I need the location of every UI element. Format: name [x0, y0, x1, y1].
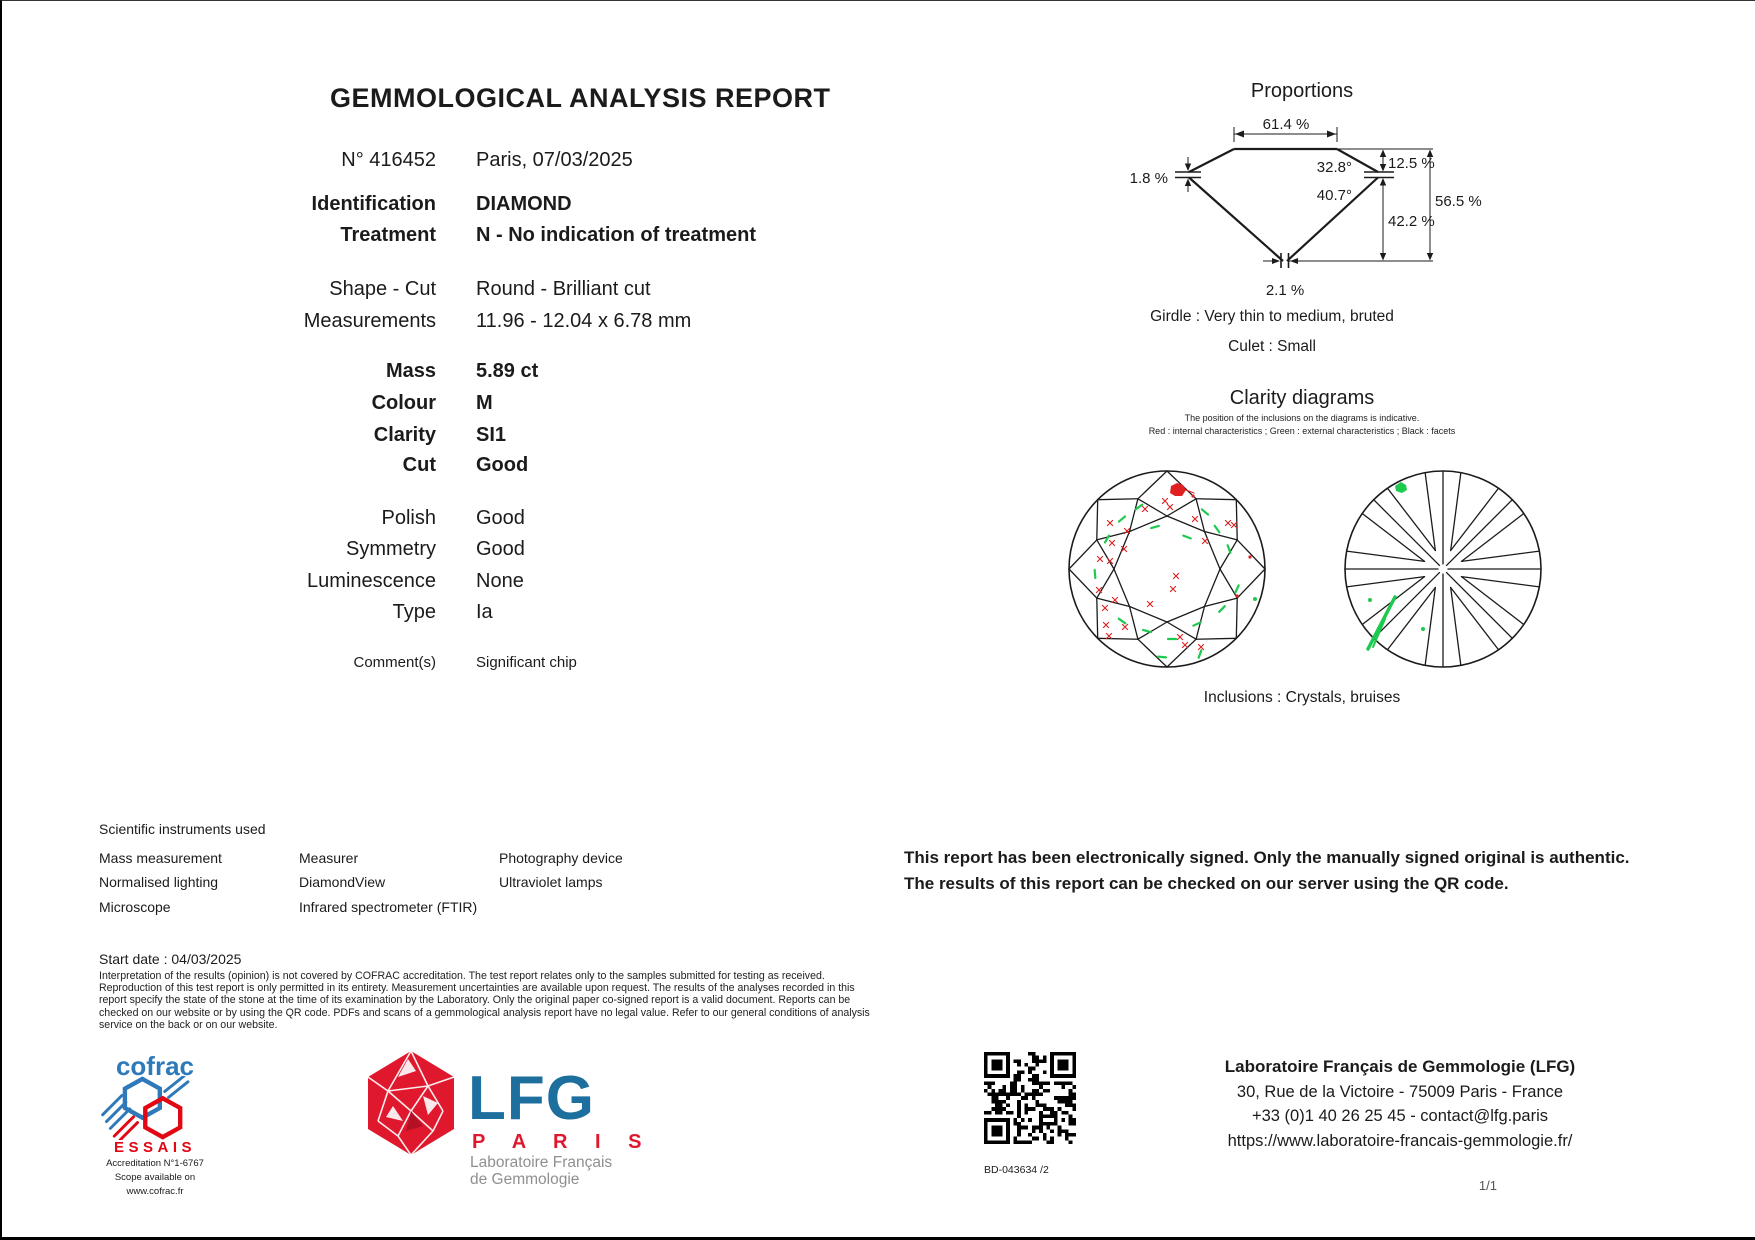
clarity-pavilion-diagram: [1344, 470, 1542, 668]
instrument-item: Mass measurement: [99, 850, 222, 866]
clarity-note-1: The position of the inclusions on the di…: [1184, 413, 1420, 423]
field-label: Polish: [381, 507, 436, 529]
pavilion-depth-label: 42.2 %: [1388, 213, 1435, 230]
dimension-lines: [1187, 127, 1433, 262]
pavilion-angle-label: 40.7°: [1316, 187, 1352, 204]
instrument-item: DiamondView: [299, 874, 386, 891]
inclusions-note: Inclusions : Crystals, bruises: [1203, 689, 1401, 706]
field-value: Good: [476, 507, 525, 529]
field-label: Identification: [311, 193, 436, 215]
cofrac-essais-label: ESSAIS: [113, 1139, 197, 1156]
instruments-heading: Scientific instruments used: [99, 821, 266, 837]
lfg-paris-label: P A R I S: [472, 1131, 653, 1153]
instruments-column-1: Mass measurement Normalised lighting Mic…: [99, 846, 222, 919]
field-value: DIAMOND: [476, 193, 572, 215]
lfg-subtitle-1: Laboratoire Français: [470, 1154, 613, 1171]
field-label: Clarity: [373, 424, 436, 446]
instrument-item: Photography device: [499, 850, 623, 866]
page-title: GEMMOLOGICAL ANALYSIS REPORT: [330, 83, 831, 113]
total-depth-label: 56.5 %: [1435, 193, 1482, 210]
lab-name: Laboratoire Français de Gemmologie (LFG): [1224, 1057, 1576, 1076]
instrument-item: Microscope: [99, 898, 171, 915]
proportions-diagram: [1175, 127, 1434, 268]
lab-website: https://www.laboratoire-francais-gemmolo…: [1227, 1131, 1573, 1150]
field-value: N - No indication of treatment: [476, 224, 756, 246]
cofrac-wordmark: cofrac: [115, 1051, 195, 1081]
instrument-item: Measurer: [299, 850, 359, 866]
field-value: Significant chip: [476, 654, 577, 671]
field-value: 5.89 ct: [476, 360, 539, 382]
crown-angle-label: 32.8°: [1316, 159, 1352, 176]
clarity-crown-diagram: [1068, 470, 1266, 668]
proportions-title: Proportions: [1250, 80, 1354, 102]
field-value: Ia: [476, 601, 493, 623]
instruments-column-2: Measurer DiamondView Infrared spectromet…: [299, 846, 477, 919]
lfg-hexagon-icon: [368, 1051, 454, 1155]
field-value: Good: [476, 454, 529, 476]
dimension-arrowheads: [1184, 130, 1434, 264]
lab-phone: +33 (0)1 40 26 25 45 - contact@lfg.paris: [1251, 1107, 1549, 1125]
field-label: Treatment: [340, 224, 436, 246]
clarity-title: Clarity diagrams: [1229, 387, 1375, 409]
diamond-profile-outline: [1175, 147, 1394, 268]
report-number: N° 416452: [341, 149, 436, 171]
field-value: SI1: [476, 424, 507, 446]
start-date: Start date : 04/03/2025: [99, 951, 242, 967]
field-label: Type: [392, 601, 436, 623]
cofrac-scope-line: Scope available on: [114, 1172, 196, 1183]
lfg-subtitle-2: de Gemmologie: [470, 1171, 580, 1188]
field-value: Good: [476, 538, 525, 560]
field-label: Colour: [371, 392, 436, 414]
clarity-note-2: Red : internal characteristics ; Green :…: [1148, 426, 1456, 436]
field-value: 11.96 - 12.04 x 6.78 mm: [476, 310, 692, 332]
cofrac-accreditation: Accreditation N°1-6767: [106, 1158, 204, 1169]
instruments-column-3: Photography device Ultraviolet lamps: [499, 846, 623, 895]
girdle-note: Girdle : Very thin to medium, bruted: [1150, 308, 1394, 325]
report-date: Paris, 07/03/2025: [476, 149, 633, 171]
page-number: 1/1: [1478, 1178, 1497, 1193]
culet-percent-label: 2.1 %: [1265, 282, 1305, 299]
field-label: Measurements: [303, 310, 436, 332]
girdle-percent-label: 1.8 %: [1129, 170, 1168, 187]
qr-label: BD-043634 /2: [984, 1164, 1049, 1176]
field-value: None: [476, 570, 524, 592]
culet-note: Culet : Small: [1228, 338, 1316, 355]
lfg-wordmark: LFG: [468, 1064, 595, 1133]
instrument-item: Ultraviolet lamps: [499, 874, 603, 891]
cofrac-hexagons-icon: [101, 1076, 190, 1140]
instrument-item: Normalised lighting: [99, 874, 219, 891]
field-label: Mass: [385, 360, 436, 382]
lab-address: 30, Rue de la Victoire - 75009 Paris - F…: [1236, 1082, 1564, 1101]
signature-line-1: This report has been electronically sign…: [904, 848, 1630, 867]
cofrac-url: www.cofrac.fr: [126, 1186, 184, 1197]
field-value: M: [476, 392, 493, 414]
legal-text: Interpretation of the results (opinion) …: [99, 970, 870, 1031]
instrument-item: Infrared spectrometer (FTIR): [299, 898, 478, 915]
signature-line-2: The results of this report can be checke…: [904, 874, 1509, 893]
field-label: Comment(s): [353, 654, 436, 671]
field-label: Symmetry: [346, 538, 436, 560]
lab-info: Laboratoire Français de Gemmologie (LFG)…: [1150, 1055, 1650, 1153]
field-label: Cut: [402, 454, 436, 476]
field-label: Luminescence: [307, 570, 436, 592]
table-percent-label: 61.4 %: [1262, 116, 1310, 133]
field-label: Shape - Cut: [329, 278, 436, 300]
crown-height-label: 12.5 %: [1388, 155, 1435, 172]
qr-code: [984, 1052, 1076, 1144]
field-value: Round - Brilliant cut: [476, 278, 651, 300]
